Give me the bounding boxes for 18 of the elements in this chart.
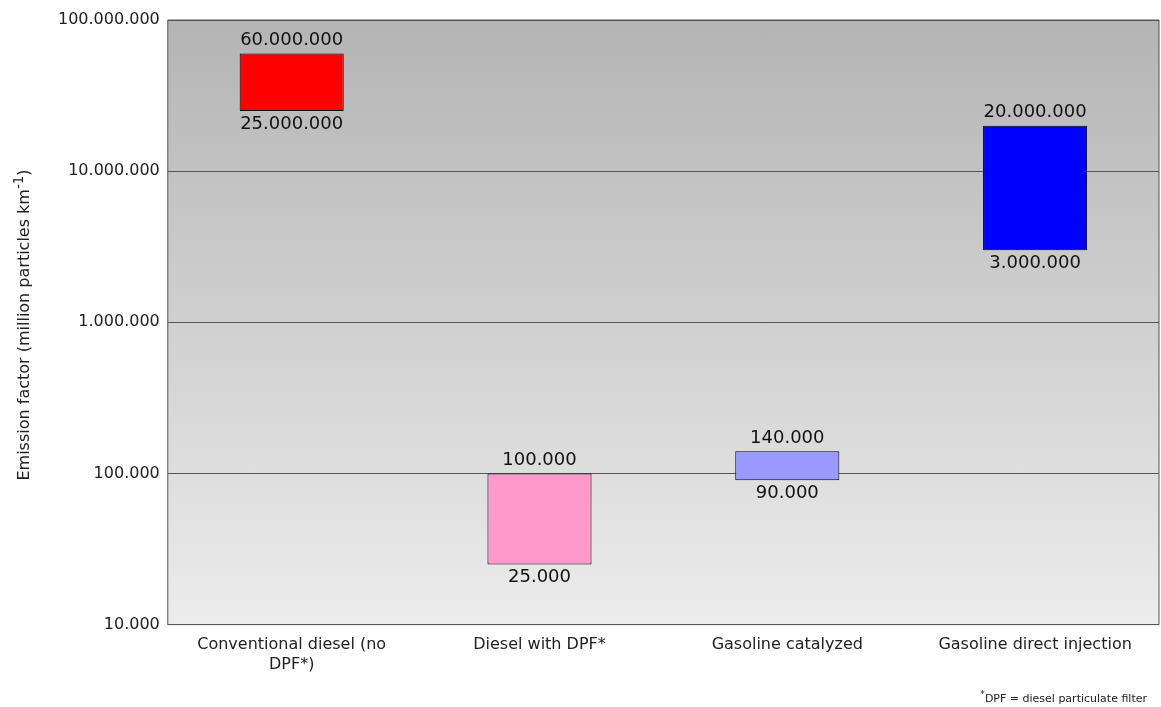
y-tick-label: 1.000.000 — [78, 311, 160, 331]
annotation: 100.000 — [502, 448, 577, 470]
x-tick-label: Gasoline catalyzed — [711, 634, 863, 654]
annotation: 20.000.000 — [983, 100, 1087, 122]
x-tick-label: Diesel with DPF* — [473, 634, 606, 654]
text: $^{*}$DPF = diesel particulate filter — [980, 688, 1147, 705]
y-tick-label: 10.000 — [103, 613, 160, 633]
annotation: 3.000.000 — [989, 250, 1081, 272]
y-tick-label: 100.000.000 — [57, 9, 160, 29]
annotation: 25.000 — [508, 565, 571, 587]
annotation: 60.000.000 — [240, 28, 344, 50]
x-tick-label: Conventional diesel (no DPF*) — [197, 634, 387, 673]
y-tick-label: 100.000 — [93, 462, 160, 482]
annotation: 140.000 — [750, 426, 825, 448]
x-tick-label: Gasoline direct injection — [938, 634, 1132, 654]
y-tick-label: 10.000.000 — [68, 160, 160, 180]
annotation: 90.000 — [755, 481, 819, 503]
annotation: 25.000.000 — [240, 111, 344, 133]
